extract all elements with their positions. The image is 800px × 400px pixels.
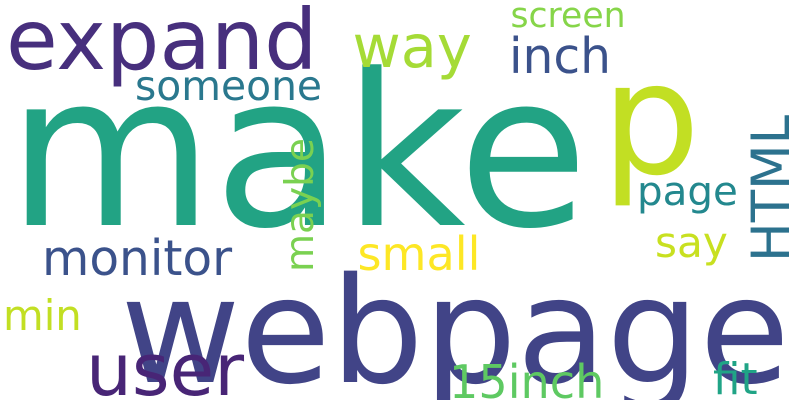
word-inch: inch <box>509 28 612 85</box>
word-make: make <box>7 28 589 275</box>
word-someone: someone <box>135 61 323 110</box>
word-way: way <box>352 11 472 81</box>
word-page: page <box>637 167 738 215</box>
word-15inch: 15inch <box>449 355 605 400</box>
word-html: HTML <box>740 114 800 262</box>
word-fit: fit <box>713 355 758 400</box>
word-monitor: monitor <box>42 230 233 287</box>
word-maybe: maybe <box>278 138 323 272</box>
word-small: small <box>357 227 481 281</box>
word-p: p <box>601 29 701 210</box>
word-min: min <box>3 291 82 340</box>
word-user: user <box>86 329 245 400</box>
word-say: say <box>655 218 728 267</box>
word-expand: expand <box>6 0 318 89</box>
word-screen: screen <box>510 0 626 36</box>
word-webpage: webpage <box>120 246 790 400</box>
